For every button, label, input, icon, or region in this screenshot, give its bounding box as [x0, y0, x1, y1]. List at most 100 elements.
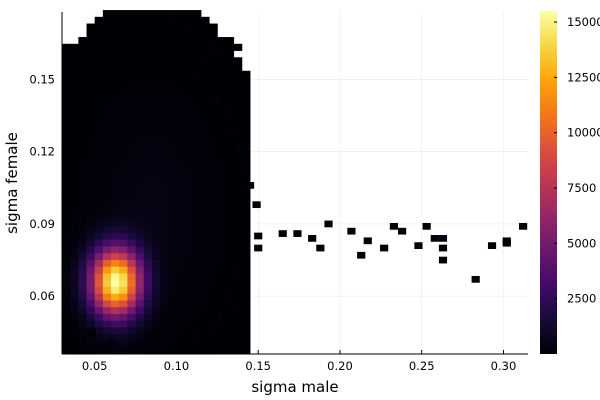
heat-cell: [86, 340, 96, 348]
heat-cell: [94, 320, 104, 328]
heat-cell: [233, 313, 243, 321]
heat-cell: [94, 347, 104, 355]
heat-cell: [192, 320, 202, 328]
heat-cell: [111, 212, 120, 220]
heat-cell: [111, 10, 120, 18]
heat-cell: [111, 313, 120, 321]
heat-cell: [184, 192, 194, 200]
heat-cell: [241, 205, 251, 213]
heat-cell: [184, 144, 194, 153]
heat-cell: [151, 138, 161, 146]
heat-cell: [127, 225, 136, 234]
heat-cell: [168, 246, 177, 254]
heat-cell: [102, 306, 112, 314]
heat-cell: [119, 320, 128, 328]
heat-cell: [119, 91, 128, 99]
heat-cell: [70, 104, 79, 112]
heat-cell: [200, 97, 210, 105]
outlier-cell: [502, 239, 511, 247]
heat-cell: [192, 144, 202, 153]
heat-cell: [143, 300, 153, 308]
heat-cell: [143, 50, 153, 58]
heat-cell: [111, 165, 120, 173]
heat-cell: [86, 50, 96, 58]
heat-cell: [94, 50, 104, 58]
heat-cell: [168, 293, 177, 301]
heat-cell: [168, 138, 177, 146]
heat-cell: [200, 239, 210, 247]
heat-cell: [217, 37, 226, 45]
heat-cell: [143, 57, 153, 65]
heat-cell: [209, 30, 218, 38]
heat-cell: [241, 300, 251, 308]
heat-cell: [217, 117, 226, 126]
heat-cell: [192, 232, 202, 240]
heat-cell: [176, 205, 186, 213]
outlier-cell: [252, 201, 261, 209]
heat-cell: [217, 158, 226, 166]
heat-cell: [143, 23, 153, 31]
heat-cell: [217, 327, 226, 335]
heat-cell: [70, 205, 79, 213]
heat-cell: [160, 64, 169, 72]
heat-cell: [151, 306, 161, 314]
heat-cell: [135, 232, 145, 240]
heat-cell: [143, 306, 153, 314]
heat-cell: [135, 320, 145, 328]
heat-cell: [209, 178, 218, 186]
heat-cell: [192, 84, 202, 92]
heat-cell: [233, 205, 243, 213]
heat-cell: [94, 252, 104, 260]
heat-cell: [127, 111, 136, 119]
heat-cell: [78, 198, 87, 207]
heat-cell: [192, 313, 202, 321]
heat-cell: [160, 259, 169, 267]
heat-cell: [176, 266, 186, 274]
heat-cell: [176, 239, 186, 247]
heat-cell: [176, 64, 186, 72]
heat-cell: [127, 104, 136, 112]
heat-cell: [225, 185, 235, 193]
heat-cell: [127, 246, 136, 254]
heat-cell: [127, 266, 136, 274]
heat-cell: [102, 293, 112, 301]
heat-cell: [70, 327, 79, 335]
heat-cell: [192, 77, 202, 85]
heat-cell: [176, 246, 186, 254]
heat-cell: [86, 306, 96, 314]
heat-cell: [209, 198, 218, 207]
heat-cell: [70, 124, 79, 132]
heat-cell: [241, 171, 251, 180]
heat-cell: [200, 266, 210, 274]
heat-cell: [217, 333, 226, 341]
heat-cell: [135, 171, 145, 180]
heat-cell: [200, 293, 210, 301]
heat-cell: [151, 111, 161, 119]
heat-cell: [160, 70, 169, 78]
heat-cell: [209, 246, 218, 254]
heat-cell: [86, 70, 96, 78]
heat-cell: [62, 138, 71, 146]
heat-cell: [111, 219, 120, 227]
heat-cell: [127, 239, 136, 247]
x-tick-label: 0.25: [409, 359, 435, 373]
heat-cell: [192, 165, 202, 173]
heat-cell: [200, 219, 210, 227]
heat-cell: [176, 279, 186, 287]
heat-cell: [192, 246, 202, 254]
heat-cell: [119, 178, 128, 186]
heat-cell: [135, 10, 145, 18]
heat-cell: [160, 300, 169, 308]
heat-cell: [94, 70, 104, 78]
heat-cell: [184, 57, 194, 65]
heat-cell: [217, 171, 226, 180]
heat-cell: [62, 225, 71, 234]
heat-cell: [233, 77, 243, 85]
heat-cell: [192, 37, 202, 45]
heat-cell: [217, 293, 226, 301]
heat-cell: [143, 70, 153, 78]
heat-cell: [184, 266, 194, 274]
heat-cell: [192, 50, 202, 58]
heat-cell: [135, 84, 145, 92]
heat-cell: [160, 273, 169, 281]
